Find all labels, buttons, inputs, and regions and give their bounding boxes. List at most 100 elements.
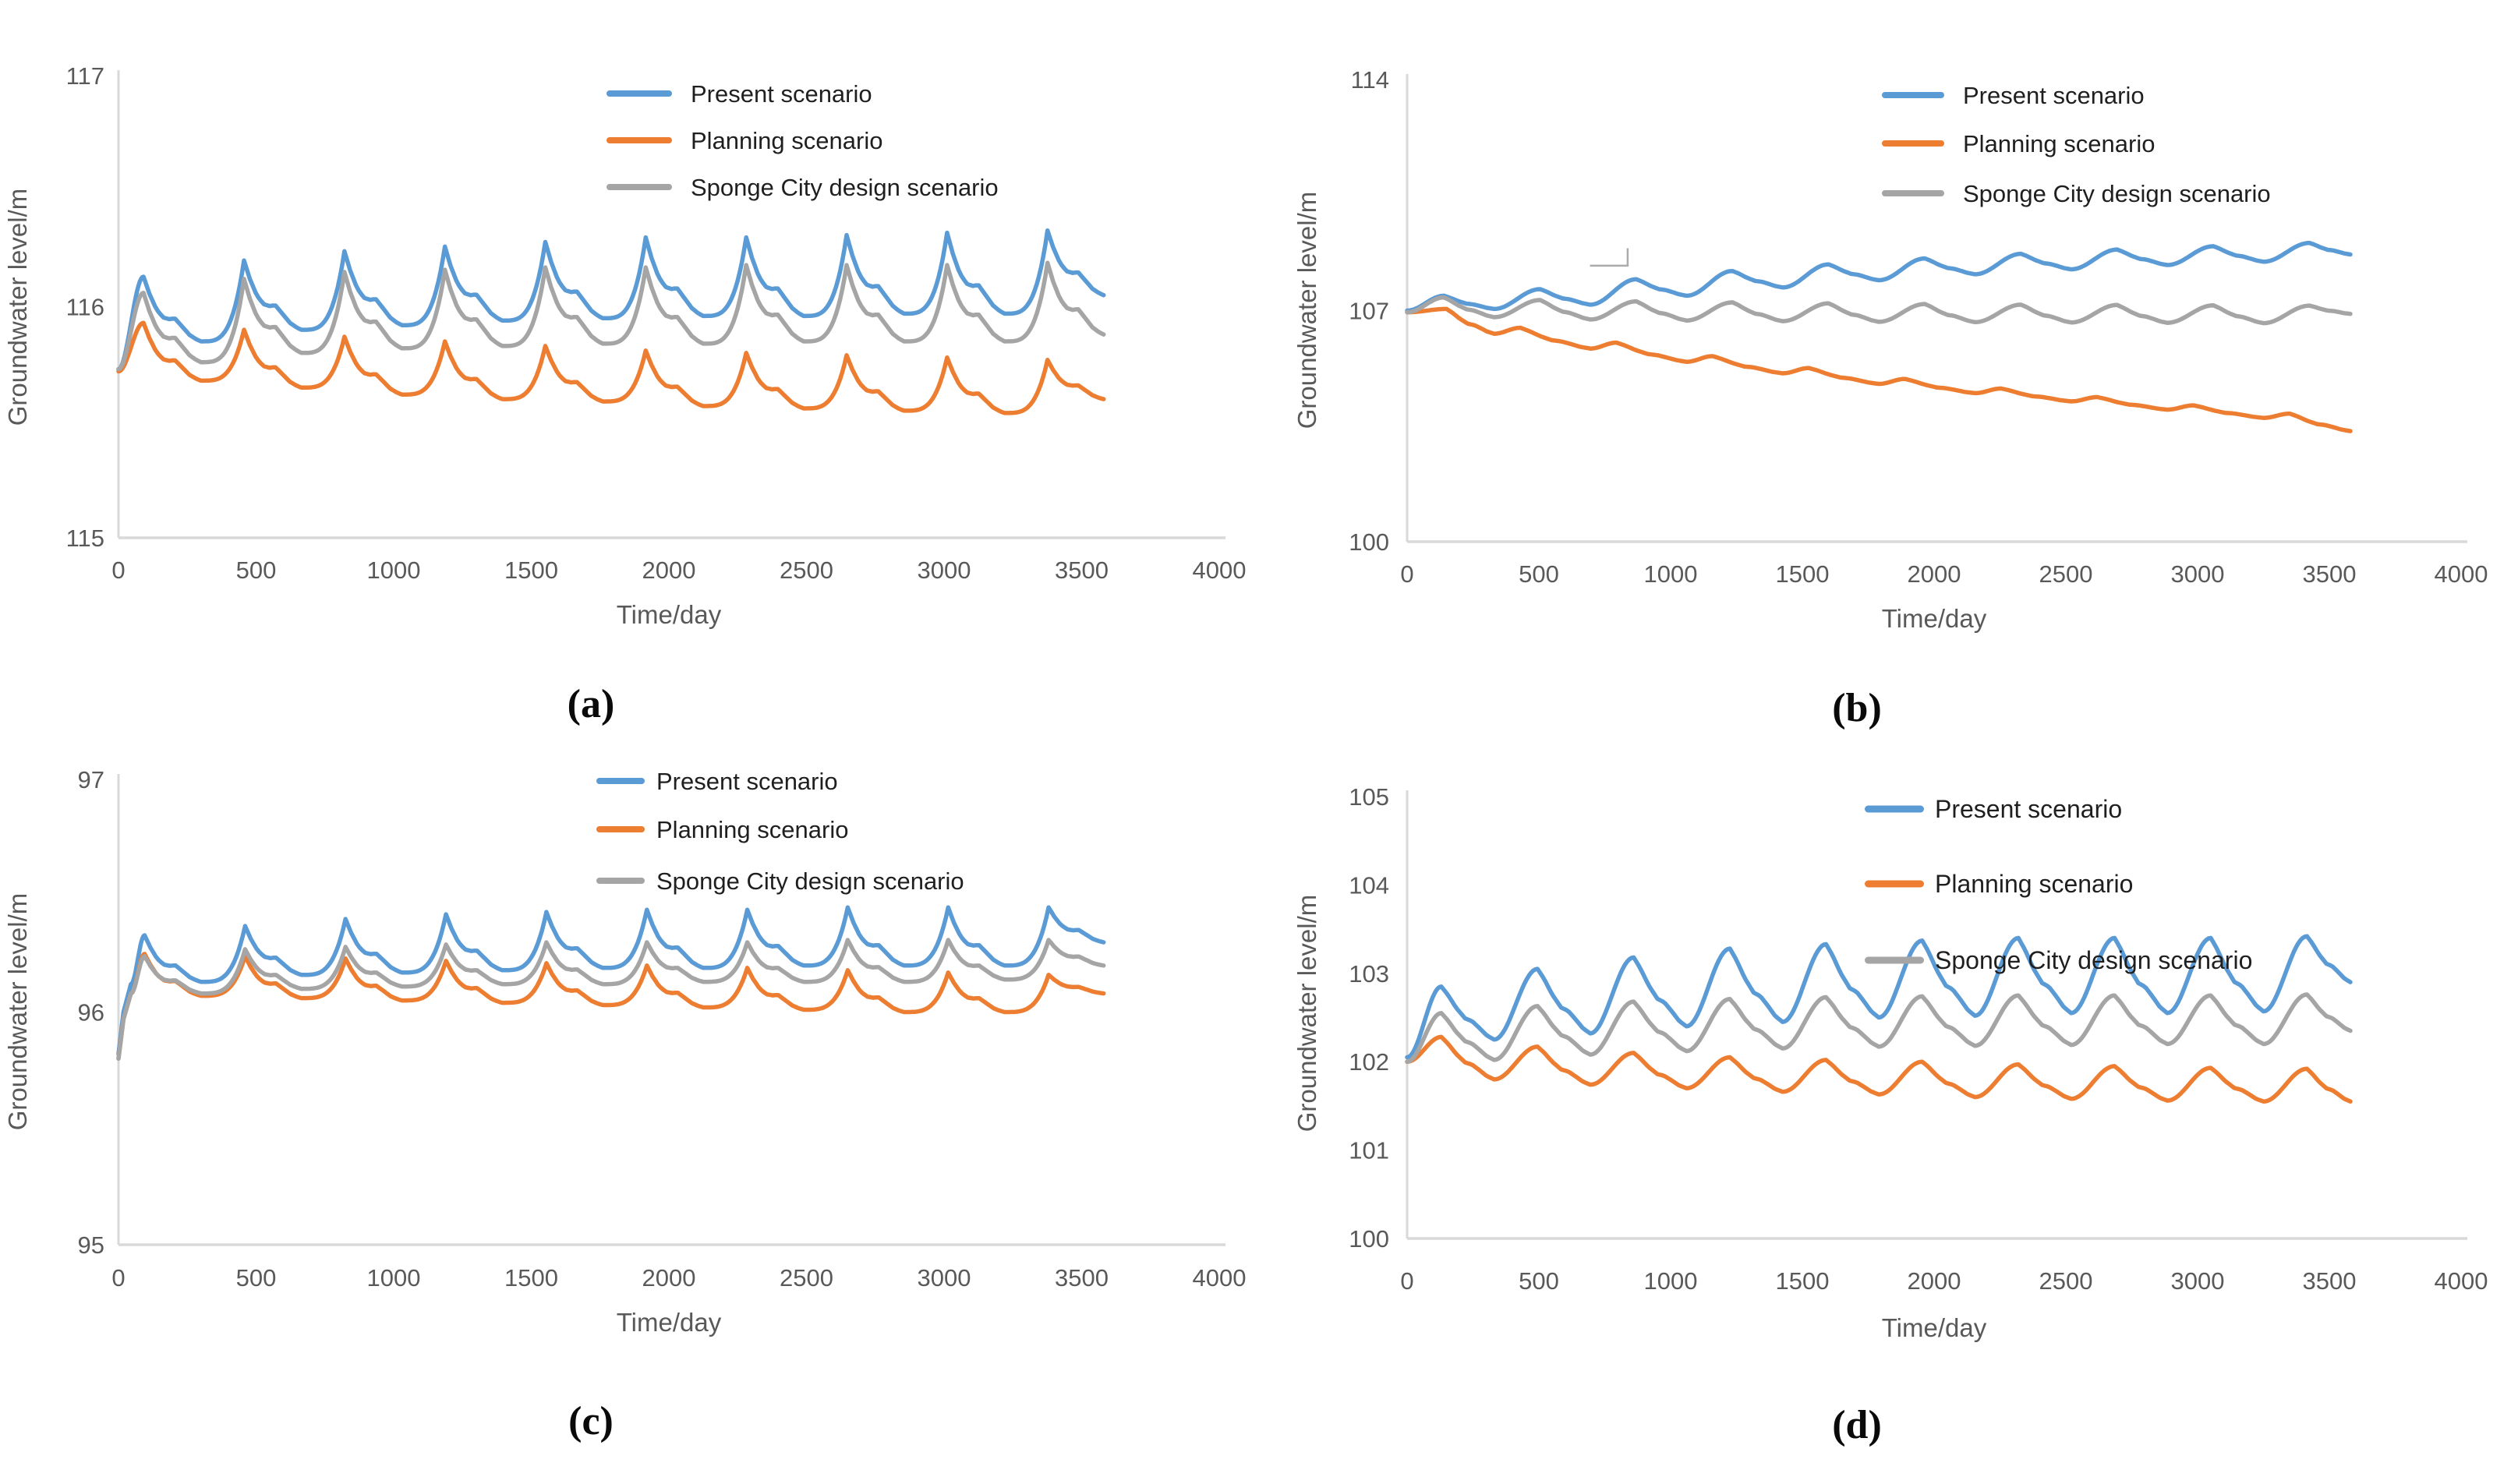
y-tick-label: 117 bbox=[66, 62, 104, 90]
legend-label: Present scenario bbox=[1963, 82, 2145, 109]
legend-label: Sponge City design scenario bbox=[691, 174, 999, 201]
x-tick-label: 1500 bbox=[504, 1264, 558, 1291]
x-tick-label: 4000 bbox=[2435, 560, 2488, 588]
legend-swatch-sponge bbox=[1865, 956, 1924, 964]
legend-b: Present scenario Planning scenario Sponge … bbox=[1882, 82, 2271, 207]
x-tick-label: 1000 bbox=[367, 1264, 421, 1291]
x-tick-label: 1000 bbox=[367, 556, 421, 584]
series-line-sponge bbox=[116, 260, 1106, 372]
y-axis-title: Groundwater level/m bbox=[3, 893, 32, 1130]
legend-label: Planning scenario bbox=[1935, 870, 2133, 898]
y-tick-label: 101 bbox=[1349, 1137, 1389, 1164]
x-tick-label: 3500 bbox=[1055, 1264, 1109, 1291]
x-tick-label: 1000 bbox=[1644, 1267, 1698, 1295]
x-axis-title: Time/day bbox=[1882, 604, 1987, 633]
legend-label: Planning scenario bbox=[1963, 130, 2155, 157]
legend-swatch-present bbox=[1882, 92, 1944, 98]
y-tick-label: 107 bbox=[1349, 298, 1389, 325]
series-line-present bbox=[1405, 240, 2353, 313]
x-tick-label: 3000 bbox=[918, 1264, 971, 1291]
x-axis-title: Time/day bbox=[1882, 1313, 1987, 1342]
y-tick-label: 103 bbox=[1349, 960, 1389, 988]
y-tick-label: 95 bbox=[78, 1231, 104, 1259]
y-tick-label: 115 bbox=[66, 525, 104, 552]
y-tick-label: 100 bbox=[1349, 528, 1389, 556]
x-tick-label: 4000 bbox=[1193, 556, 1247, 584]
panel-a: 117 116 115 0 500 1000 1500 2000 2500 3000 3500 400… bbox=[3, 62, 1246, 726]
legend-label: Planning scenario bbox=[691, 127, 882, 154]
x-tick-label: 3500 bbox=[2303, 560, 2357, 588]
x-tick-label: 2500 bbox=[780, 1264, 833, 1291]
series-line-sponge bbox=[116, 938, 1106, 1061]
legend-swatch-planning bbox=[607, 137, 672, 143]
series-line-sponge bbox=[1405, 295, 2353, 326]
x-tick-label: 2500 bbox=[2039, 560, 2093, 588]
y-tick-label: 96 bbox=[78, 999, 104, 1026]
x-tick-label: 0 bbox=[111, 556, 125, 584]
x-tick-label: 3000 bbox=[918, 556, 971, 584]
x-tick-label: 3500 bbox=[1055, 556, 1109, 584]
x-tick-label: 1000 bbox=[1644, 560, 1698, 588]
legend-label: Present scenario bbox=[656, 768, 838, 795]
y-tick-label: 104 bbox=[1349, 871, 1389, 899]
y-axis-title: Groundwater level/m bbox=[1293, 192, 1321, 429]
x-tick-label: 3000 bbox=[2171, 560, 2225, 588]
panel-letter-d: (d) bbox=[1832, 1403, 1882, 1447]
x-tick-label: 4000 bbox=[2435, 1267, 2488, 1295]
panel-letter-b: (b) bbox=[1832, 686, 1882, 730]
stray-mark bbox=[1590, 248, 1629, 267]
x-tick-label: 0 bbox=[1400, 1267, 1413, 1295]
series-line-planning bbox=[116, 952, 1106, 1061]
legend-swatch-planning bbox=[596, 826, 645, 832]
panel-c: 97 96 95 0 500 1000 1500 2000 2500 3000 3500 4000 Ti… bbox=[3, 766, 1246, 1443]
legend-label: Sponge City design scenario bbox=[1963, 180, 2271, 207]
x-tick-label: 1500 bbox=[1776, 1267, 1830, 1295]
x-tick-label: 3500 bbox=[2303, 1267, 2357, 1295]
x-tick-label: 0 bbox=[111, 1264, 125, 1291]
legend-swatch-planning bbox=[1865, 880, 1924, 888]
legend-label: Present scenario bbox=[691, 80, 872, 108]
x-tick-label: 2000 bbox=[642, 1264, 696, 1291]
series-line-sponge bbox=[1405, 992, 2353, 1064]
x-tick-label: 2000 bbox=[1908, 560, 1961, 588]
x-tick-label: 500 bbox=[1519, 560, 1559, 588]
legend-label: Sponge City design scenario bbox=[656, 867, 964, 895]
x-axis-title: Time/day bbox=[617, 600, 722, 629]
panel-letter-a: (a) bbox=[568, 682, 615, 726]
series-line-planning bbox=[1405, 306, 2353, 433]
x-tick-label: 500 bbox=[236, 556, 277, 584]
legend-d: Present scenario Planning scenario Sponge … bbox=[1865, 795, 2252, 974]
series-line-present bbox=[1405, 934, 2353, 1060]
series-line-present bbox=[116, 228, 1106, 372]
legend-swatch-sponge bbox=[1882, 190, 1944, 196]
legend-swatch-sponge bbox=[607, 184, 672, 190]
legend-label: Present scenario bbox=[1935, 795, 2122, 823]
x-tick-label: 500 bbox=[1519, 1267, 1559, 1295]
series-line-planning bbox=[116, 320, 1106, 415]
x-tick-label: 0 bbox=[1400, 560, 1413, 588]
legend-label: Sponge City design scenario bbox=[1935, 946, 2252, 974]
y-tick-label: 116 bbox=[66, 294, 104, 321]
x-tick-label: 4000 bbox=[1193, 1264, 1247, 1291]
y-axis-title: Groundwater level/m bbox=[1293, 895, 1321, 1132]
y-tick-label: 100 bbox=[1349, 1225, 1389, 1253]
x-axis-title: Time/day bbox=[617, 1308, 722, 1337]
x-tick-label: 2500 bbox=[2039, 1267, 2093, 1295]
legend-label: Planning scenario bbox=[656, 816, 848, 843]
legend-swatch-present bbox=[1865, 805, 1924, 813]
y-axis-title: Groundwater level/m bbox=[3, 189, 32, 426]
legend-swatch-present bbox=[596, 778, 645, 784]
legend-swatch-sponge bbox=[596, 878, 645, 884]
legend-c: Present scenario Planning scenario Sponge … bbox=[596, 768, 964, 895]
y-tick-label: 105 bbox=[1349, 783, 1389, 811]
x-tick-label: 1500 bbox=[1776, 560, 1830, 588]
legend-swatch-planning bbox=[1882, 140, 1944, 147]
legend-swatch-present bbox=[607, 90, 672, 97]
panel-letter-c: (c) bbox=[568, 1399, 614, 1443]
series-line-present bbox=[116, 905, 1106, 1056]
x-tick-label: 500 bbox=[236, 1264, 277, 1291]
